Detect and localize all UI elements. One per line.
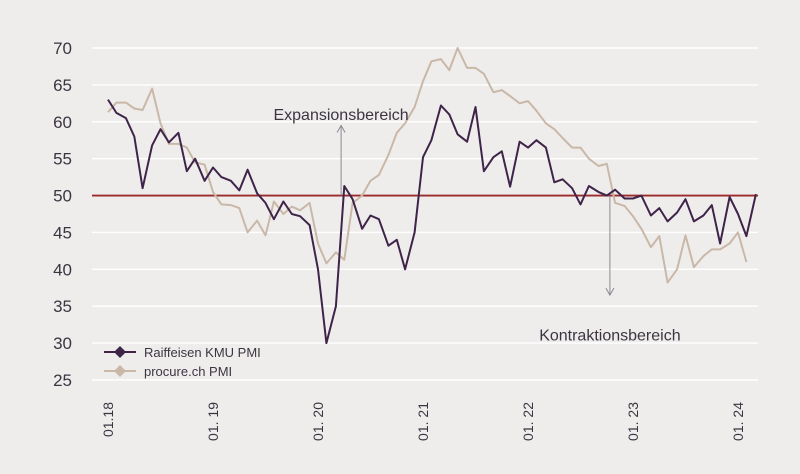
y-tick-label: 65: [53, 76, 72, 95]
series-line-procure-ch-pmi: [107, 47, 748, 284]
y-tick-label: 35: [53, 297, 72, 316]
y-tick-label: 55: [53, 150, 72, 169]
y-tick-label: 45: [53, 223, 72, 242]
x-tick-label: 01. 20: [310, 402, 326, 441]
y-tick-label: 25: [53, 371, 72, 390]
x-tick-label: 01. 19: [205, 402, 221, 441]
x-tick-label: 01. 24: [730, 402, 746, 441]
y-tick-label: 50: [53, 187, 72, 206]
series-line-raiffeisen-kmu-pmi: [107, 99, 757, 345]
legend-diamond-marker: [114, 365, 126, 377]
annotation-arrow-head: [605, 287, 615, 297]
x-tick-label: 01.18: [100, 402, 116, 437]
x-tick-label: 01. 23: [625, 402, 641, 441]
y-tick-label: 40: [53, 260, 72, 279]
annotation-label: Kontraktionsbereich: [539, 328, 680, 345]
y-tick-label: 70: [53, 39, 72, 58]
annotation-label: Expansionsbereich: [273, 107, 408, 124]
legend-label: Raiffeisen KMU PMI: [144, 345, 261, 360]
x-tick-label: 01. 21: [415, 402, 431, 441]
legend-diamond-marker: [114, 346, 126, 358]
legend-label: procure.ch PMI: [144, 364, 232, 379]
y-tick-label: 30: [53, 334, 72, 353]
y-tick-label: 60: [53, 113, 72, 132]
x-tick-label: 01. 22: [520, 402, 536, 441]
annotation-arrow-head: [336, 124, 346, 133]
